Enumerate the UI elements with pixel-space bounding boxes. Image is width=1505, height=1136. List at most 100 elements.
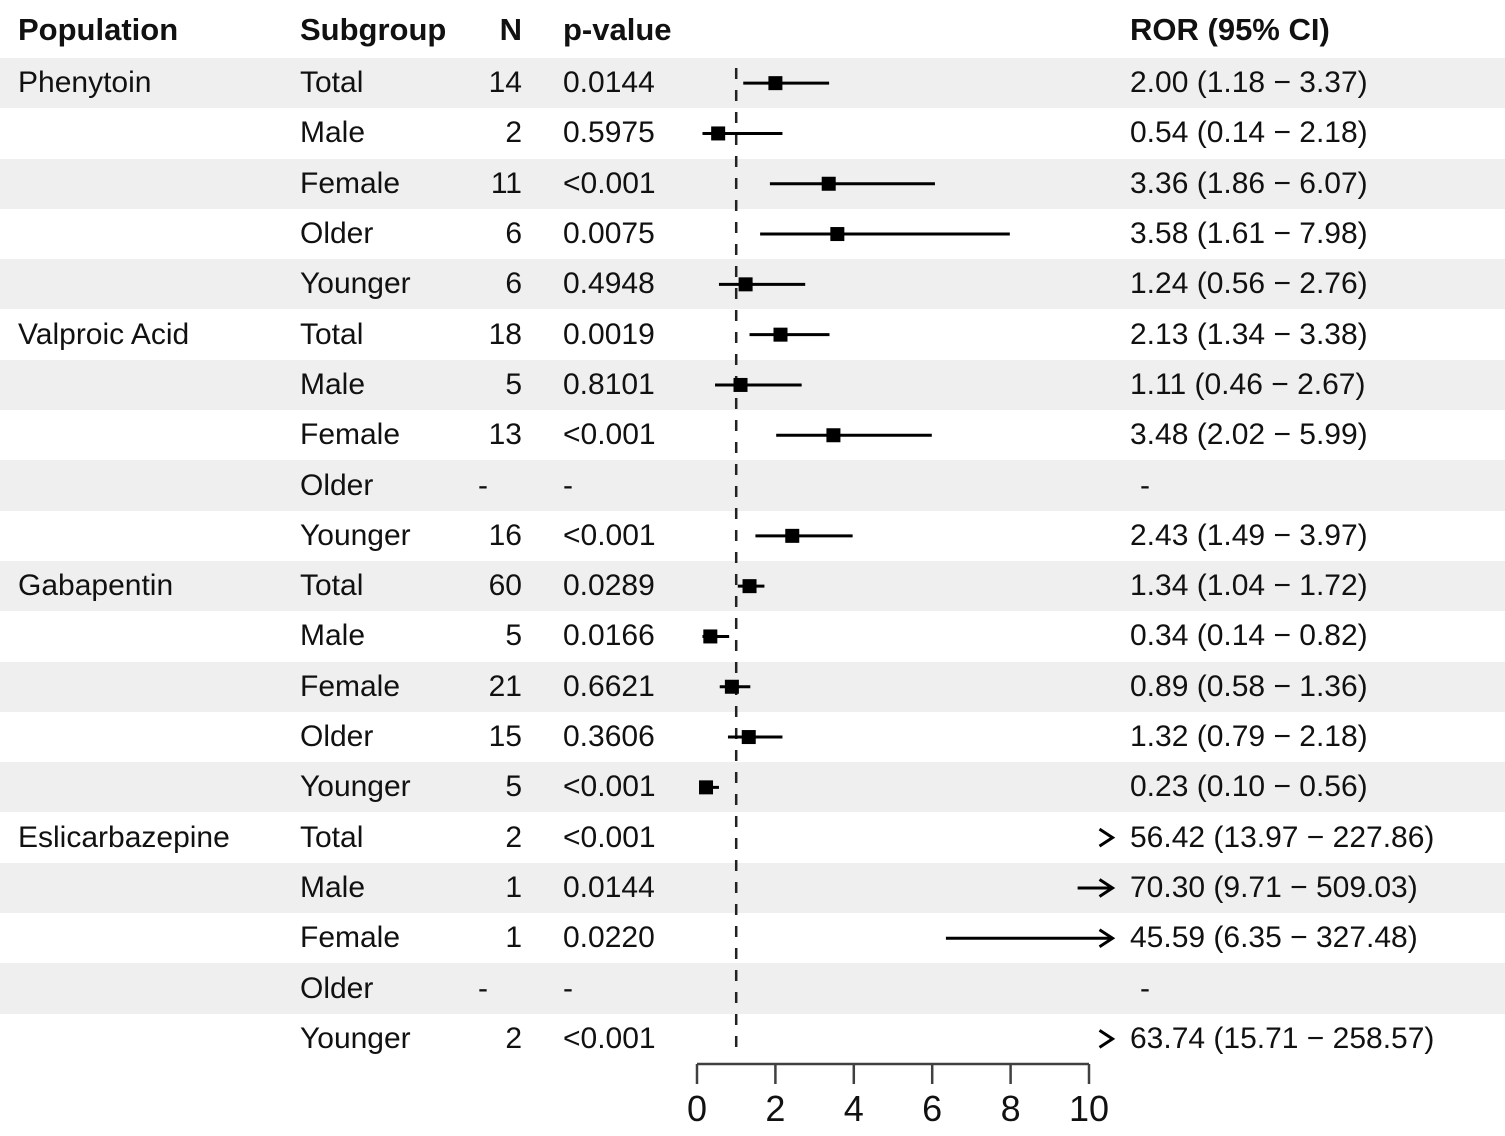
ror-ci-cell: 0.34 (0.14 − 0.82): [1130, 619, 1368, 653]
ror-ci-cell: 3.58 (1.61 − 7.98): [1130, 217, 1368, 251]
n-cell: 5: [505, 770, 522, 804]
x-axis-tick-label: 2: [765, 1088, 785, 1129]
population-cell: [18, 963, 288, 1013]
population-cell: Phenytoin: [18, 66, 152, 100]
subgroup-cell: Female: [300, 418, 401, 452]
n-cell: 2: [505, 1021, 522, 1055]
n-cell: 18: [488, 317, 522, 351]
row-stripe: [0, 862, 1505, 914]
pvalue-cell: 0.4948: [563, 267, 655, 301]
subgroup-cell: Younger: [300, 770, 411, 804]
row-stripe: [0, 661, 1505, 712]
n-cell: 5: [505, 619, 522, 653]
pvalue-cell: 0.0075: [563, 217, 655, 251]
n-cell: 60: [488, 569, 522, 603]
column-header-ror-ci: ROR (95% CI): [1130, 11, 1330, 47]
ror-ci-cell: 70.30 (9.71 − 509.03): [1130, 870, 1418, 904]
column-header-n: N: [499, 11, 522, 47]
n-cell: 2: [505, 116, 522, 150]
population-cell: [18, 108, 288, 158]
population-cell: Valproic Acid: [18, 317, 190, 351]
subgroup-cell: Total: [300, 66, 364, 100]
column-header-population: Population: [18, 11, 179, 47]
ror-ci-cell: -: [1140, 468, 1150, 502]
ror-ci-cell: 1.11 (0.46 − 2.67): [1130, 367, 1366, 401]
subgroup-cell: Older: [300, 217, 374, 251]
n-cell: 13: [488, 418, 522, 452]
subgroup-cell: Older: [300, 971, 374, 1005]
n-cell: 11: [490, 166, 522, 200]
n-cell: 21: [488, 669, 522, 703]
ror-ci-cell: 0.89 (0.58 − 1.36): [1130, 669, 1368, 703]
pvalue-cell: <0.001: [563, 770, 656, 804]
n-cell: -: [478, 971, 488, 1005]
n-cell: 15: [488, 720, 522, 754]
pvalue-cell: 0.8101: [563, 367, 655, 401]
population-cell: [18, 611, 288, 661]
ror-ci-cell: 1.34 (1.04 − 1.72): [1130, 569, 1368, 603]
pvalue-cell: -: [563, 971, 573, 1005]
n-cell: 1: [505, 870, 522, 904]
ror-ci-cell: 3.36 (1.86 − 6.07): [1130, 166, 1368, 200]
population-cell: [18, 259, 288, 309]
subgroup-cell: Male: [300, 116, 366, 150]
ror-ci-cell: 2.43 (1.49 − 3.97): [1130, 518, 1368, 552]
population-cell: [18, 159, 288, 209]
row-stripe: [0, 460, 1505, 511]
ror-ci-cell: 1.32 (0.79 − 2.18): [1130, 720, 1368, 754]
n-cell: 16: [488, 518, 522, 552]
ror-ci-cell: 56.42 (13.97 − 227.86): [1130, 820, 1435, 854]
ror-ci-cell: 0.23 (0.10 − 0.56): [1130, 770, 1368, 804]
pvalue-cell: 0.0166: [563, 619, 655, 653]
population-cell: [18, 913, 288, 963]
n-cell: 5: [505, 367, 522, 401]
x-axis-tick-label: 6: [922, 1088, 942, 1129]
population-cell: [18, 712, 288, 762]
population-cell: [18, 762, 288, 812]
subgroup-cell: Total: [300, 820, 364, 854]
ror-ci-cell: 1.24 (0.56 − 2.76): [1130, 267, 1368, 301]
pvalue-cell: <0.001: [563, 418, 656, 452]
subgroup-cell: Male: [300, 619, 366, 653]
ror-ci-cell: 0.54 (0.14 − 2.18): [1130, 116, 1368, 150]
subgroup-cell: Younger: [300, 1021, 411, 1055]
ror-ci-cell: 45.59 (6.35 − 327.48): [1130, 921, 1418, 955]
pvalue-cell: <0.001: [563, 1021, 656, 1055]
pvalue-cell: 0.5975: [563, 116, 655, 150]
column-header-subgroup: Subgroup: [300, 11, 447, 47]
pvalue-cell: -: [563, 468, 573, 502]
n-cell: 2: [505, 820, 522, 854]
ror-ci-cell: 2.13 (1.34 − 3.38): [1130, 317, 1368, 351]
population-cell: [18, 410, 288, 460]
pvalue-cell: <0.001: [563, 820, 656, 854]
subgroup-cell: Female: [300, 921, 401, 955]
subgroup-cell: Female: [300, 669, 401, 703]
pvalue-cell: 0.0220: [563, 921, 655, 955]
pvalue-cell: 0.0289: [563, 569, 655, 603]
ror-ci-cell: 2.00 (1.18 − 3.37): [1130, 66, 1368, 100]
pvalue-cell: 0.0144: [563, 870, 655, 904]
subgroup-cell: Older: [300, 468, 374, 502]
population-cell: [18, 511, 288, 561]
x-axis-tick-label: 0: [687, 1088, 707, 1129]
subgroup-cell: Total: [300, 317, 364, 351]
subgroup-cell: Total: [300, 569, 364, 603]
n-cell: 14: [488, 66, 522, 100]
subgroup-cell: Younger: [300, 518, 411, 552]
x-axis-tick-label: 4: [844, 1088, 864, 1129]
pvalue-cell: 0.0019: [563, 317, 655, 351]
ror-ci-cell: 63.74 (15.71 − 258.57): [1130, 1021, 1435, 1055]
population-cell: [18, 460, 288, 510]
population-cell: Eslicarbazepine: [18, 820, 230, 854]
n-cell: 6: [505, 217, 522, 251]
row-stripe: [0, 158, 1505, 209]
subgroup-cell: Male: [300, 367, 366, 401]
column-header-pvalue: p-value: [563, 11, 672, 47]
row-stripe: [0, 762, 1505, 813]
ror-ci-cell: 3.48 (2.02 − 5.99): [1130, 418, 1368, 452]
subgroup-cell: Female: [300, 166, 401, 200]
pvalue-cell: 0.0144: [563, 66, 655, 100]
population-cell: [18, 1014, 288, 1064]
population-cell: [18, 863, 288, 913]
